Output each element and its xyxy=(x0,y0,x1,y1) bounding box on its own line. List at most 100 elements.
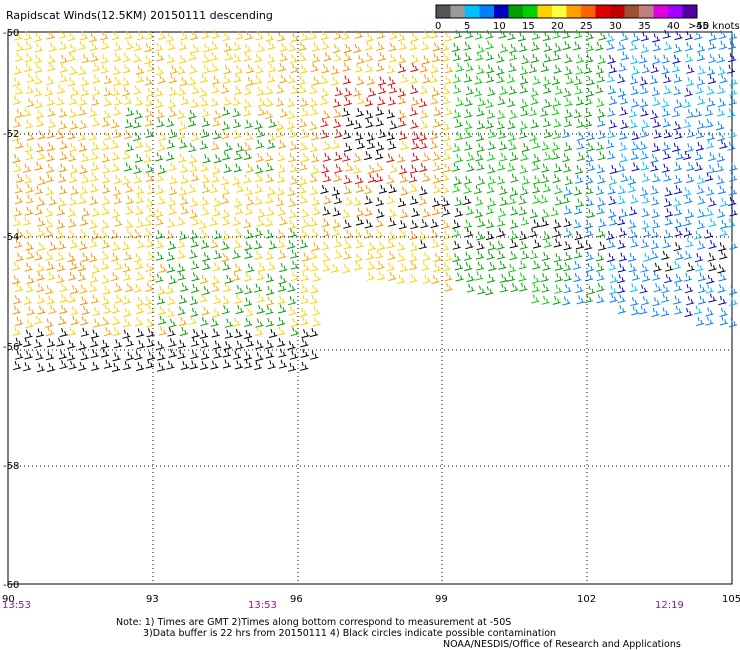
wind-barb xyxy=(387,76,396,86)
wind-barb xyxy=(276,32,286,42)
wind-barb xyxy=(609,216,618,226)
wind-barb xyxy=(542,231,551,241)
wind-barb xyxy=(111,31,120,41)
wind-barb xyxy=(397,109,407,120)
wind-barb xyxy=(564,53,573,64)
wind-barb xyxy=(224,318,234,328)
wind-barb xyxy=(510,283,519,293)
wind-barb xyxy=(596,73,606,83)
wind-barb xyxy=(474,30,484,40)
wind-barb xyxy=(465,240,474,250)
wind-barb xyxy=(410,62,419,73)
wind-barb xyxy=(333,30,343,40)
wind-barb xyxy=(167,295,176,306)
wind-barb xyxy=(553,253,563,263)
wind-barb xyxy=(34,185,44,195)
wind-barb xyxy=(697,295,707,305)
wind-barb xyxy=(309,85,318,95)
wind-barb xyxy=(661,107,671,117)
wind-barb xyxy=(287,98,296,108)
wind-barb xyxy=(277,337,286,347)
wind-barb xyxy=(653,262,662,272)
wind-barb xyxy=(685,209,695,219)
wind-barb xyxy=(322,110,331,120)
wind-barb xyxy=(277,206,287,216)
wind-barb xyxy=(213,340,222,350)
wind-barb xyxy=(254,240,263,250)
wind-barb xyxy=(180,205,189,215)
wind-barb xyxy=(180,163,189,174)
wind-barb xyxy=(663,85,672,95)
wind-barb xyxy=(453,29,463,39)
wind-barb xyxy=(573,41,582,51)
wind-barb xyxy=(300,284,309,294)
wind-barb xyxy=(132,119,142,129)
wind-barb xyxy=(188,315,197,325)
wind-barb xyxy=(466,152,475,162)
wind-barb xyxy=(81,207,91,217)
wind-barb xyxy=(46,295,56,305)
wind-barb xyxy=(488,261,497,272)
wind-barb xyxy=(354,253,363,263)
wind-barb xyxy=(12,153,21,164)
wind-barb xyxy=(499,196,509,206)
wind-barb xyxy=(697,284,707,294)
wind-barb xyxy=(683,227,693,237)
wind-barb xyxy=(221,106,231,116)
wind-barb xyxy=(122,53,131,63)
wind-barb xyxy=(14,316,24,326)
wind-barb xyxy=(420,109,429,119)
wind-barb xyxy=(92,74,101,84)
wind-barb xyxy=(529,250,539,260)
wind-barb xyxy=(452,227,461,237)
wind-barb xyxy=(455,272,464,282)
wind-barb xyxy=(157,285,167,295)
wind-barb xyxy=(158,164,167,175)
wind-barb xyxy=(312,306,321,316)
wind-barb xyxy=(673,161,683,172)
wind-barb xyxy=(694,162,703,172)
wind-barb xyxy=(279,74,288,84)
wind-barb xyxy=(540,107,549,117)
wind-barb xyxy=(234,294,243,304)
wind-barb xyxy=(576,152,586,162)
wind-barb xyxy=(23,295,33,305)
wind-barb xyxy=(211,283,220,293)
wind-barb xyxy=(598,241,607,251)
wind-barb xyxy=(277,164,287,174)
wind-barb xyxy=(136,218,145,228)
wind-barb xyxy=(211,328,220,338)
wind-barb xyxy=(507,31,516,41)
time-labels: 13:53 13:53 12:19 xyxy=(2,600,684,611)
wind-barb xyxy=(201,117,211,127)
wind-barb xyxy=(25,283,34,293)
wind-barb xyxy=(452,219,461,229)
wind-barb xyxy=(509,219,519,229)
wind-barb xyxy=(366,140,376,150)
wind-barb xyxy=(507,132,517,142)
wind-barb xyxy=(244,359,253,369)
wind-barb xyxy=(310,185,319,196)
wind-barb xyxy=(90,294,100,304)
wind-barb xyxy=(607,150,616,160)
wind-barb xyxy=(463,175,472,185)
wind-barb xyxy=(321,228,331,238)
wind-barb xyxy=(596,205,605,215)
wind-barb xyxy=(695,129,705,139)
wind-barb xyxy=(69,239,79,249)
wind-barb xyxy=(92,307,101,317)
wind-barb xyxy=(497,110,506,120)
wind-barb xyxy=(232,108,241,118)
wind-barb xyxy=(243,329,253,339)
wind-barb xyxy=(674,218,683,229)
wind-barb xyxy=(651,307,660,318)
wind-barb xyxy=(222,359,232,369)
wind-barb xyxy=(100,64,109,74)
wind-barb xyxy=(431,53,441,63)
wind-barb xyxy=(144,227,153,237)
wind-barb xyxy=(333,52,342,62)
wind-barb xyxy=(366,75,376,86)
wind-barb xyxy=(453,84,462,94)
wind-barb xyxy=(651,87,661,97)
wind-barb xyxy=(287,74,296,84)
